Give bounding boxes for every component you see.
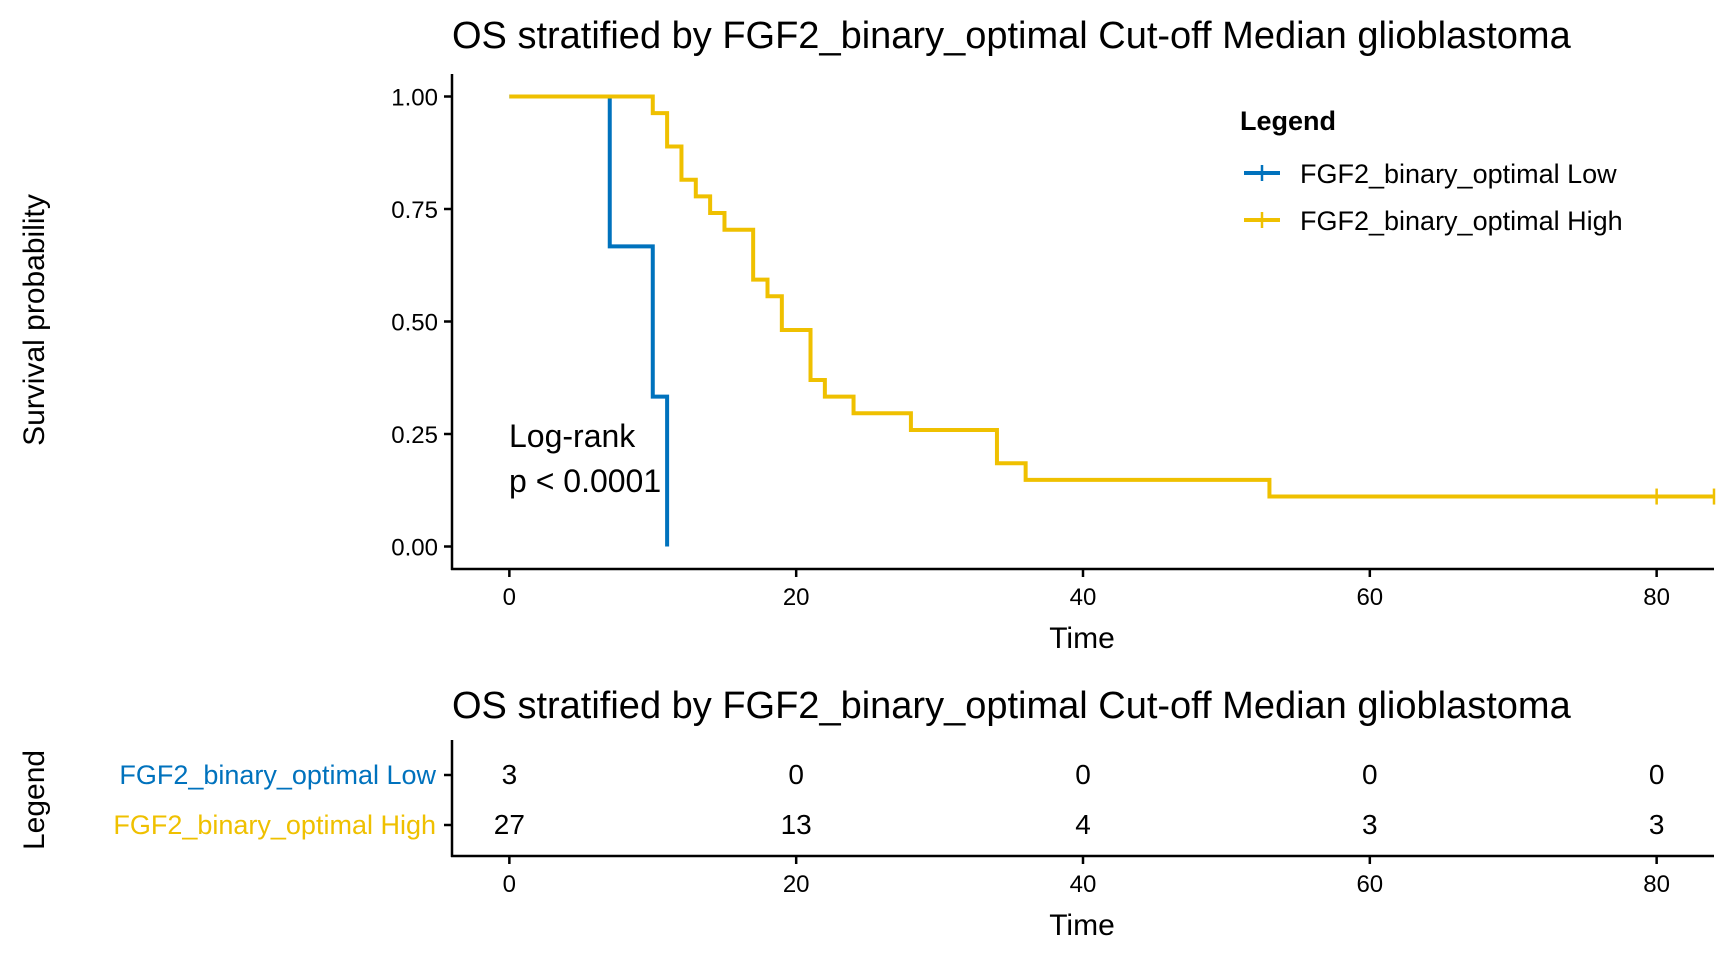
risk-cell-low: 0 xyxy=(788,759,804,790)
km-x-ticks: 0 20 40 60 80 xyxy=(503,569,1670,611)
risk-x-tick-label: 60 xyxy=(1356,871,1383,898)
km-plot-title: OS stratified by FGF2_binary_optimal Cut… xyxy=(452,15,1572,57)
risk-x-tick-label: 40 xyxy=(1070,871,1097,898)
km-x-axis-title: Time xyxy=(1049,622,1115,655)
risk-x-tick-label: 20 xyxy=(783,871,810,898)
risk-cell-low: 0 xyxy=(1649,759,1665,790)
risk-x-axis-title: Time xyxy=(1049,909,1115,942)
risk-cell-high: 4 xyxy=(1075,809,1091,840)
km-y-tick-label: 1.00 xyxy=(391,85,438,112)
risk-x-ticks: 0 20 40 60 80 xyxy=(503,856,1670,898)
risk-cell-high: 13 xyxy=(781,809,812,840)
legend-label-low: FGF2_binary_optimal Low xyxy=(1300,159,1617,189)
risk-cell-high: 27 xyxy=(494,809,525,840)
km-series-group xyxy=(509,94,1714,547)
km-y-tick-label: 0.75 xyxy=(391,197,438,224)
risk-row-label-low: FGF2_binary_optimal Low xyxy=(119,760,436,790)
km-plot-panel: OS stratified by FGF2_binary_optimal Cut… xyxy=(18,15,1716,655)
risk-cell-low: 0 xyxy=(1075,759,1091,790)
km-curve-high xyxy=(509,94,1714,499)
km-x-tick-label: 0 xyxy=(503,584,516,611)
risk-row-label-high: FGF2_binary_optimal High xyxy=(113,810,436,840)
km-x-tick-label: 80 xyxy=(1643,584,1670,611)
logrank-pvalue: p < 0.0001 xyxy=(509,463,661,499)
km-y-tick-label: 0.50 xyxy=(391,310,438,337)
km-x-tick-label: 20 xyxy=(783,584,810,611)
risk-x-tick-label: 80 xyxy=(1643,871,1670,898)
km-x-tick-label: 40 xyxy=(1070,584,1097,611)
risk-cell-high: 3 xyxy=(1362,809,1378,840)
km-y-axis-title: Survival probability xyxy=(18,194,51,446)
km-legend: Legend FGF2_binary_optimal Low FGF2_bina… xyxy=(1240,106,1623,236)
legend-label-high: FGF2_binary_optimal High xyxy=(1300,206,1623,236)
risk-cell-low: 3 xyxy=(502,759,518,790)
legend-title: Legend xyxy=(1240,106,1336,136)
km-y-ticks: 0.00 0.25 0.50 0.75 1.00 xyxy=(391,85,452,562)
km-x-tick-label: 60 xyxy=(1356,584,1383,611)
logrank-label: Log-rank xyxy=(509,418,636,454)
km-y-tick-label: 0.00 xyxy=(391,535,438,562)
risk-table-title: OS stratified by FGF2_binary_optimal Cut… xyxy=(452,685,1572,727)
km-censor-marks xyxy=(1655,488,1716,505)
km-y-tick-label: 0.25 xyxy=(391,422,438,449)
risk-table-panel: OS stratified by FGF2_binary_optimal Cut… xyxy=(18,685,1714,942)
risk-y-axis-title: Legend xyxy=(18,750,51,850)
risk-cell-low: 0 xyxy=(1362,759,1378,790)
risk-x-tick-label: 0 xyxy=(503,871,516,898)
risk-cell-high: 3 xyxy=(1649,809,1665,840)
risk-table-cells: 3 0 0 0 0 27 13 4 3 3 xyxy=(494,759,1665,840)
